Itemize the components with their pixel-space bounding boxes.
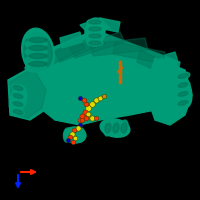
Point — [86, 112, 90, 116]
Ellipse shape — [120, 120, 128, 136]
Point — [72, 128, 76, 132]
Point — [98, 96, 102, 100]
Ellipse shape — [29, 46, 47, 50]
Polygon shape — [70, 32, 125, 58]
Point — [83, 110, 87, 114]
Ellipse shape — [87, 19, 103, 25]
Ellipse shape — [100, 119, 130, 137]
Ellipse shape — [104, 120, 112, 136]
Ellipse shape — [11, 101, 25, 107]
Point — [86, 106, 90, 110]
Ellipse shape — [13, 110, 23, 114]
Ellipse shape — [29, 53, 47, 58]
Ellipse shape — [178, 74, 188, 78]
Ellipse shape — [63, 128, 71, 142]
Point — [71, 140, 75, 144]
Ellipse shape — [77, 128, 85, 142]
Ellipse shape — [13, 94, 23, 98]
Polygon shape — [55, 34, 105, 62]
Ellipse shape — [29, 38, 47, 43]
Point — [66, 138, 70, 142]
Ellipse shape — [87, 26, 103, 32]
Ellipse shape — [178, 92, 188, 96]
Polygon shape — [8, 65, 50, 120]
Polygon shape — [98, 18, 120, 32]
Point — [94, 98, 98, 102]
Ellipse shape — [89, 27, 101, 31]
Ellipse shape — [70, 128, 78, 142]
Ellipse shape — [105, 123, 111, 133]
Ellipse shape — [24, 33, 52, 71]
Ellipse shape — [13, 102, 23, 106]
Point — [76, 126, 80, 130]
Ellipse shape — [25, 32, 47, 40]
Ellipse shape — [25, 64, 47, 72]
Point — [68, 135, 72, 139]
Point — [78, 123, 82, 127]
Polygon shape — [165, 52, 178, 65]
Ellipse shape — [178, 83, 188, 87]
Point — [84, 116, 88, 120]
Point — [94, 116, 98, 120]
Ellipse shape — [176, 72, 190, 80]
Ellipse shape — [112, 120, 120, 136]
Point — [82, 98, 86, 102]
Polygon shape — [60, 32, 82, 48]
Polygon shape — [20, 30, 185, 125]
Ellipse shape — [11, 93, 25, 99]
Ellipse shape — [29, 62, 47, 66]
Point — [90, 102, 94, 106]
Point — [84, 102, 88, 106]
Ellipse shape — [89, 34, 101, 38]
Ellipse shape — [89, 41, 101, 45]
Ellipse shape — [22, 28, 54, 76]
Ellipse shape — [25, 56, 47, 64]
Ellipse shape — [178, 101, 188, 105]
Ellipse shape — [9, 85, 27, 115]
Ellipse shape — [176, 81, 190, 89]
Polygon shape — [80, 18, 110, 35]
Polygon shape — [30, 48, 55, 65]
Point — [102, 94, 106, 98]
Point — [80, 118, 84, 122]
Point — [78, 118, 82, 122]
Ellipse shape — [176, 99, 190, 107]
Polygon shape — [113, 42, 165, 64]
Polygon shape — [10, 68, 46, 118]
Ellipse shape — [64, 127, 86, 143]
Ellipse shape — [25, 48, 47, 56]
Ellipse shape — [25, 40, 47, 48]
Polygon shape — [90, 38, 148, 56]
Polygon shape — [40, 38, 85, 68]
Polygon shape — [148, 58, 192, 125]
Ellipse shape — [172, 72, 192, 108]
Ellipse shape — [13, 86, 23, 90]
Ellipse shape — [11, 109, 25, 115]
Point — [90, 116, 94, 120]
Point — [73, 136, 77, 140]
Point — [80, 114, 84, 118]
Ellipse shape — [87, 33, 103, 39]
Point — [70, 132, 74, 136]
Ellipse shape — [113, 123, 119, 133]
Ellipse shape — [89, 20, 101, 24]
Ellipse shape — [85, 18, 105, 46]
Ellipse shape — [176, 90, 190, 98]
Ellipse shape — [87, 40, 103, 46]
Ellipse shape — [121, 123, 127, 133]
Polygon shape — [137, 50, 178, 80]
Ellipse shape — [11, 85, 25, 91]
Polygon shape — [158, 58, 180, 72]
Point — [78, 96, 82, 100]
